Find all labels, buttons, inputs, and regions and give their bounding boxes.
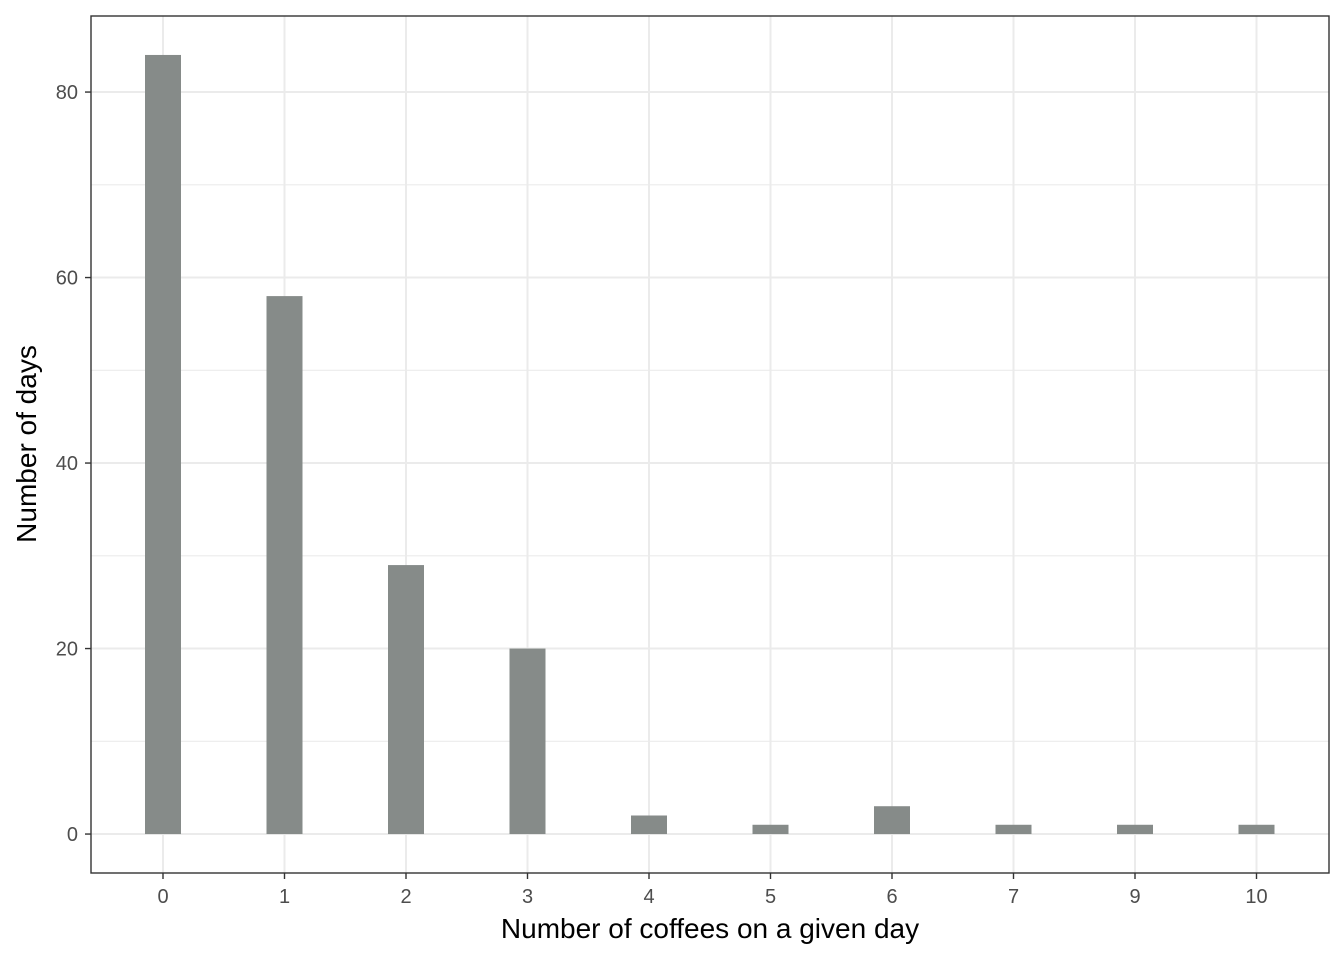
bar-10 (1238, 824, 1275, 835)
y-tick-label: 20 (56, 639, 78, 661)
y-tick-label: 60 (56, 268, 78, 290)
bar-5 (752, 824, 789, 835)
bar-1 (266, 296, 303, 835)
x-tick-label: 4 (643, 886, 654, 908)
bars (145, 54, 1275, 835)
y-axis-title: Number of days (11, 345, 42, 543)
x-tick-label: 1 (279, 886, 290, 908)
panel-border (90, 15, 1330, 874)
x-axis-title: Number of coffees on a given day (501, 913, 919, 944)
bar-0 (145, 54, 181, 835)
bar-3 (509, 648, 546, 835)
y-tick-label: 40 (56, 453, 78, 475)
x-tick-label: 2 (400, 886, 411, 908)
bar-7 (995, 824, 1032, 835)
x-tick-label: 6 (886, 886, 897, 908)
x-tick-label: 7 (1008, 886, 1019, 908)
x-tick-label: 9 (1129, 886, 1140, 908)
bar-2 (388, 565, 424, 835)
x-tick-label: 3 (522, 886, 533, 908)
x-tick-label: 5 (765, 886, 776, 908)
bar-9 (1117, 824, 1153, 835)
axis-ticks: 0 1 2 3 4 5 6 7 9 10 0 20 40 60 80 (56, 82, 1268, 908)
x-tick-label: 10 (1245, 886, 1267, 908)
x-tick-label: 0 (157, 886, 168, 908)
bar-4 (631, 815, 667, 835)
y-tick-label: 0 (67, 824, 78, 846)
bar-6 (874, 806, 910, 835)
y-tick-label: 80 (56, 82, 78, 104)
